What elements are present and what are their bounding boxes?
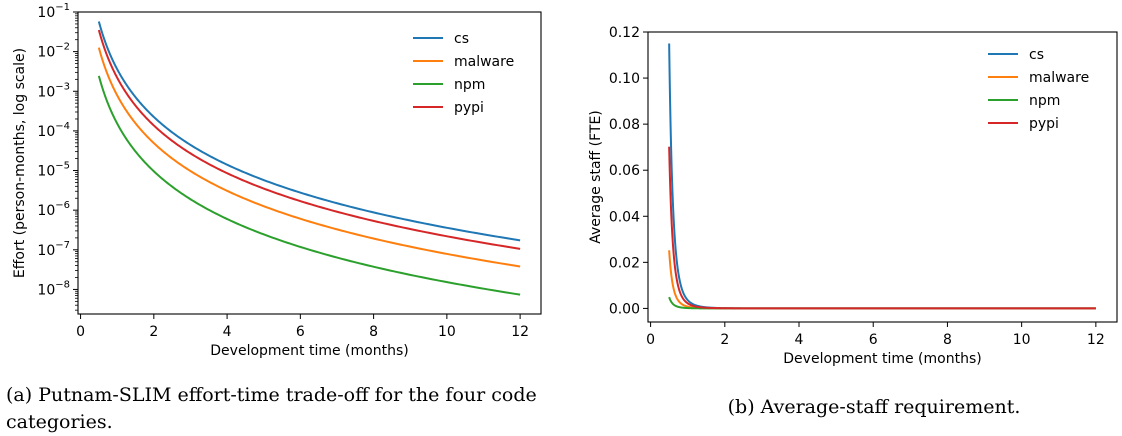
- y-tick-label-a: 10−4: [37, 121, 70, 140]
- y-tick-label-a: 10−8: [37, 279, 70, 298]
- figure: 0 2 4 6 8 10 12 10−1 10−2 10−3 10−4 10−5 10−6 10−7 10−…: [12, 2, 1118, 367]
- series-line-npm-a: [97, 75, 521, 296]
- axes-frame-b: [647, 31, 1118, 323]
- x-tick-label-b: 12: [1087, 332, 1105, 348]
- x-tick-label-a: 4: [223, 324, 232, 340]
- y-tick-label-a: 10−7: [37, 240, 70, 259]
- y-tick-label-b: 0.00: [609, 301, 640, 317]
- y-tick-label-a: 10−1: [37, 2, 70, 21]
- x-tick-label-b: 4: [795, 332, 804, 348]
- chart-a: 0 2 4 6 8 10 12 10−1 10−2 10−3 10−4 10−5 10−6 10−7 10−…: [12, 2, 542, 359]
- chart-b: 0 2 4 6 8 10 12 0.00 0.02 0.04 0.06 0.08 0.10 0.12 Dev…: [588, 25, 1118, 367]
- y-tick-label-b: 0.08: [609, 117, 640, 133]
- x-tick-label-b: 10: [1013, 332, 1031, 348]
- series-line-malware-a: [97, 47, 521, 268]
- legend-label-malware-b: malware: [1029, 70, 1089, 86]
- x-tick-label-a: 8: [369, 324, 378, 340]
- legend-label-cs-b: cs: [1029, 47, 1044, 63]
- series-line-malware-b: [668, 250, 1096, 310]
- legend-label-npm-a: npm: [454, 77, 485, 93]
- x-tick-label-b: 0: [646, 332, 655, 348]
- x-tick-label-a: 12: [511, 324, 529, 340]
- series-line-cs-a: [97, 21, 521, 242]
- series-line-pypi-a: [97, 29, 521, 250]
- x-axis-label-a: Development time (months): [210, 343, 408, 359]
- x-tick-label-a: 0: [76, 324, 85, 340]
- y-axis-label-a: Effort (person-months, log scale): [12, 48, 28, 278]
- y-axis-label-b: Average staff (FTE): [588, 110, 604, 244]
- y-tick-label-a: 10−3: [37, 81, 70, 100]
- caption-b: (b) Average-staff requirement.: [727, 396, 1021, 418]
- x-axis-label-b: Development time (months): [783, 351, 981, 367]
- caption-a: (a) Putnam-SLIM effort-time trade-off fo…: [6, 384, 537, 433]
- series-line-pypi-b: [668, 146, 1096, 310]
- x-tick-label-b: 2: [720, 332, 729, 348]
- y-tick-label-a: 10−6: [37, 200, 70, 219]
- legend-label-npm-b: npm: [1029, 93, 1060, 109]
- y-tick-label-b: 0.10: [609, 71, 640, 87]
- x-tick-label-a: 6: [296, 324, 305, 340]
- x-tick-label-b: 6: [869, 332, 878, 348]
- series-line-npm-b: [668, 296, 1096, 310]
- legend-label-pypi-a: pypi: [454, 100, 484, 116]
- legend-label-malware-a: malware: [454, 54, 514, 70]
- y-tick-label-b: 0.06: [609, 163, 640, 179]
- y-tick-label-b: 0.04: [609, 209, 640, 225]
- x-tick-label-a: 10: [438, 324, 456, 340]
- axes-frame-a: [77, 11, 542, 315]
- y-tick-label-a: 10−2: [37, 42, 70, 61]
- legend-label-cs-a: cs: [454, 31, 469, 47]
- y-tick-label-b: 0.02: [609, 255, 640, 271]
- y-tick-label-b: 0.12: [609, 25, 640, 41]
- legend-label-pypi-b: pypi: [1029, 116, 1059, 132]
- x-tick-label-b: 8: [943, 332, 952, 348]
- x-tick-label-a: 2: [149, 324, 158, 340]
- y-tick-label-a: 10−5: [37, 161, 70, 180]
